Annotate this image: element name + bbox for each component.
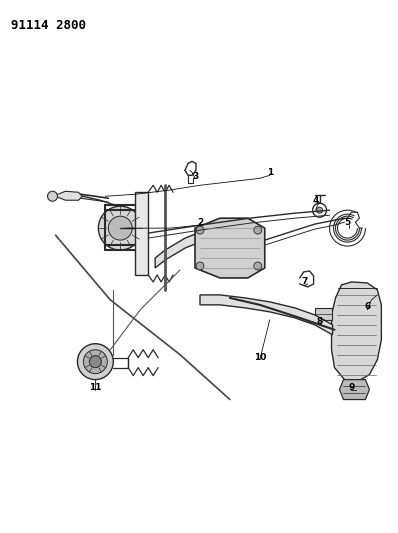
Text: 11: 11	[89, 383, 101, 392]
Text: 5: 5	[344, 217, 351, 227]
Polygon shape	[200, 295, 333, 335]
Circle shape	[316, 207, 322, 213]
Text: 4: 4	[312, 196, 319, 205]
Circle shape	[98, 206, 142, 250]
Circle shape	[78, 344, 113, 379]
Circle shape	[196, 262, 204, 270]
Text: 10: 10	[254, 353, 266, 362]
Text: 3: 3	[192, 172, 198, 181]
Polygon shape	[339, 379, 369, 400]
Polygon shape	[314, 308, 332, 320]
Polygon shape	[55, 191, 82, 200]
Circle shape	[196, 226, 204, 234]
Circle shape	[84, 350, 107, 374]
Text: 9: 9	[348, 383, 355, 392]
Text: 1: 1	[267, 168, 273, 177]
Text: 91114 2800: 91114 2800	[11, 19, 86, 32]
Text: 7: 7	[301, 278, 308, 286]
Circle shape	[108, 216, 132, 240]
Text: 8: 8	[316, 317, 323, 326]
Circle shape	[47, 191, 57, 201]
Polygon shape	[155, 232, 200, 268]
Circle shape	[254, 262, 262, 270]
Polygon shape	[135, 192, 148, 275]
Text: 2: 2	[197, 217, 203, 227]
Circle shape	[254, 226, 262, 234]
Text: 6: 6	[364, 302, 371, 311]
Polygon shape	[195, 218, 265, 278]
Polygon shape	[332, 282, 381, 382]
Circle shape	[90, 356, 101, 368]
